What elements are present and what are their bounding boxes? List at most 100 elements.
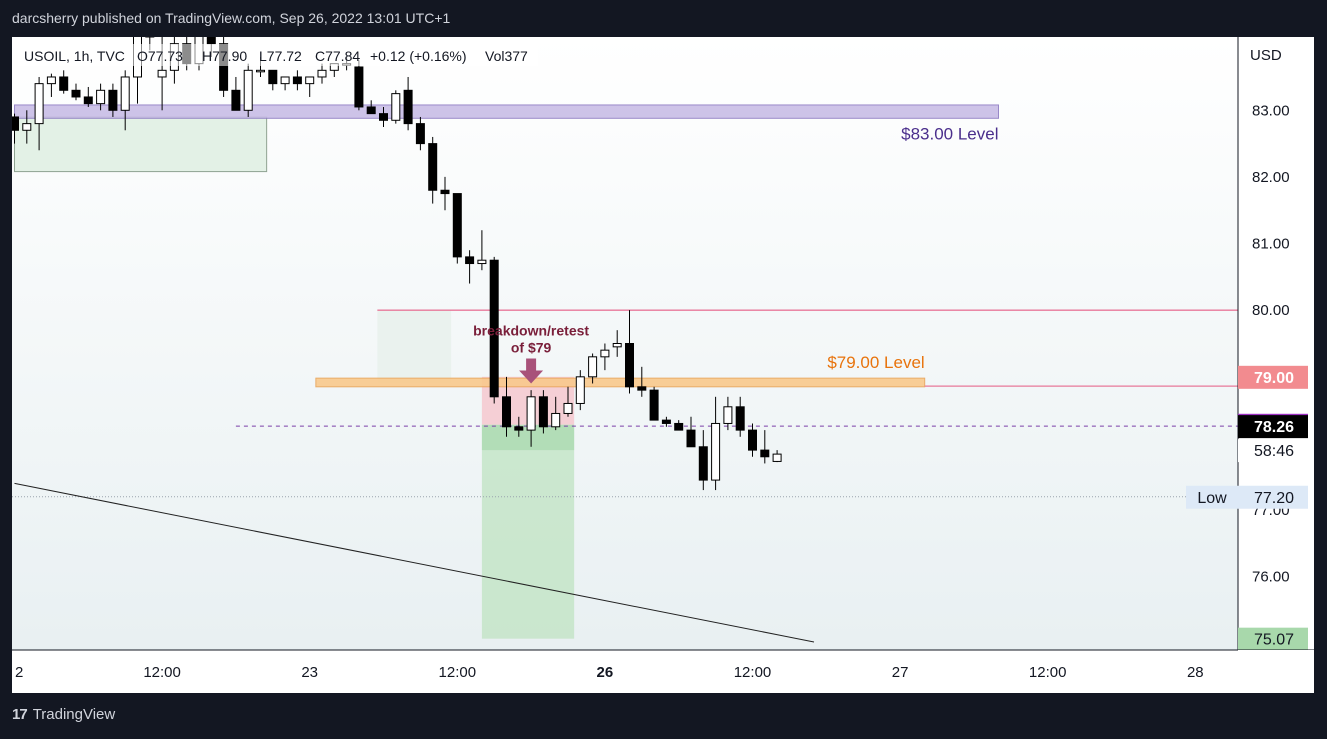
axis-corner	[1238, 650, 1314, 693]
candle	[612, 343, 622, 348]
candle	[625, 343, 634, 388]
candle	[96, 89, 106, 105]
candle	[649, 389, 659, 421]
y-tick-label: 76.00	[1252, 569, 1290, 586]
candle	[748, 429, 757, 451]
consolidation-box	[377, 310, 452, 384]
candle	[59, 76, 69, 91]
x-tick-label: 12:00	[143, 664, 181, 681]
support-zone	[14, 116, 268, 173]
candle	[206, 23, 216, 45]
candle	[526, 396, 536, 431]
candle	[22, 123, 32, 131]
x-tick-label: 27	[892, 664, 909, 681]
y-tick-label: 82.00	[1252, 169, 1290, 186]
candle	[661, 419, 671, 424]
legend-symbol: USOIL, 1h, TVC	[24, 48, 125, 64]
candle	[760, 449, 770, 458]
price-tag-bg	[1238, 415, 1308, 439]
candle	[243, 69, 253, 111]
candle	[698, 446, 708, 481]
low-tag-bg	[1186, 485, 1238, 509]
candle	[83, 96, 93, 105]
x-tick-label: 28	[1187, 664, 1204, 681]
candle	[280, 76, 290, 85]
candle	[477, 259, 487, 265]
candle	[354, 66, 364, 108]
arrow-down-icon	[519, 370, 544, 384]
candle	[46, 76, 56, 85]
candle	[292, 76, 302, 85]
y-tick-label: 81.00	[1252, 236, 1290, 253]
candle	[502, 396, 511, 428]
legend-low: L77.72	[259, 48, 302, 64]
level-band-2	[315, 377, 926, 388]
level-label-2: $79.00 Level	[827, 353, 924, 372]
price-axis-bg	[1238, 37, 1314, 693]
x-tick-label: 12:00	[734, 664, 772, 681]
candle	[10, 116, 19, 131]
footer: 17 TradingView	[12, 706, 115, 723]
publish-header: darcsherry published on TradingView.com,…	[0, 0, 1327, 37]
price-tag-bg	[1238, 627, 1308, 651]
legend-close: C77.84	[315, 48, 360, 64]
x-tick-label: 26	[597, 664, 614, 681]
legend-open: O77.73	[137, 48, 183, 64]
publisher-line: darcsherry published on TradingView.com,…	[12, 10, 451, 26]
price-tag-label: 77.20	[1254, 490, 1294, 507]
candle	[391, 93, 401, 121]
candle	[772, 453, 782, 462]
candle	[157, 69, 167, 78]
candle	[514, 426, 524, 431]
annotation-line-1: breakdown/retest	[473, 323, 589, 339]
arrow-shaft	[526, 358, 537, 373]
candle	[305, 76, 315, 85]
price-tag-label: 58:46	[1254, 443, 1294, 460]
candle	[71, 89, 81, 98]
candle	[268, 69, 278, 85]
candle	[575, 376, 585, 404]
annotation-line-2: of $79	[511, 340, 552, 356]
low-tag-label: Low	[1197, 490, 1227, 507]
candle	[600, 349, 610, 358]
candle	[452, 193, 462, 258]
x-tick-label: 23	[301, 664, 318, 681]
candle	[403, 89, 413, 125]
candle	[34, 83, 44, 125]
candle	[219, 43, 229, 91]
y-tick-label: 80.00	[1252, 302, 1290, 319]
candle	[551, 412, 561, 428]
candle	[588, 356, 598, 378]
candle	[489, 259, 499, 398]
candle	[538, 396, 548, 428]
chart-frame[interactable]: $83.00 Level $79.00 Level breakdown/retest…	[10, 3, 1314, 693]
x-tick-label: 2	[15, 664, 23, 681]
candle	[674, 422, 684, 431]
candle	[366, 106, 376, 115]
x-tick-label: 12:00	[1029, 664, 1067, 681]
candle	[108, 89, 118, 111]
candle	[120, 76, 130, 111]
candle	[317, 69, 327, 78]
currency-label: USD	[1250, 47, 1282, 64]
time-axis-bg	[12, 650, 1238, 693]
trendline	[14, 482, 815, 643]
candle	[723, 406, 733, 424]
legend-bg	[18, 44, 538, 66]
legend-volume: Vol377	[485, 48, 528, 64]
candle	[637, 386, 647, 391]
take-profit-zone	[481, 424, 575, 639]
legend-change: +0.12 (+0.16%)	[370, 48, 467, 64]
candle	[428, 143, 438, 191]
price-tag-label: 78.26	[1254, 419, 1294, 436]
candle	[231, 89, 241, 111]
candle	[415, 123, 425, 145]
candle	[735, 406, 745, 431]
candle	[686, 429, 696, 448]
price-tag-label: 79.00	[1254, 370, 1294, 387]
price-chart[interactable]: $83.00 Level $79.00 Level breakdown/retest…	[10, 3, 1314, 693]
level-band-1	[14, 104, 999, 119]
candle	[563, 402, 573, 414]
legend-high: H77.90	[202, 48, 247, 64]
candle	[465, 256, 475, 265]
